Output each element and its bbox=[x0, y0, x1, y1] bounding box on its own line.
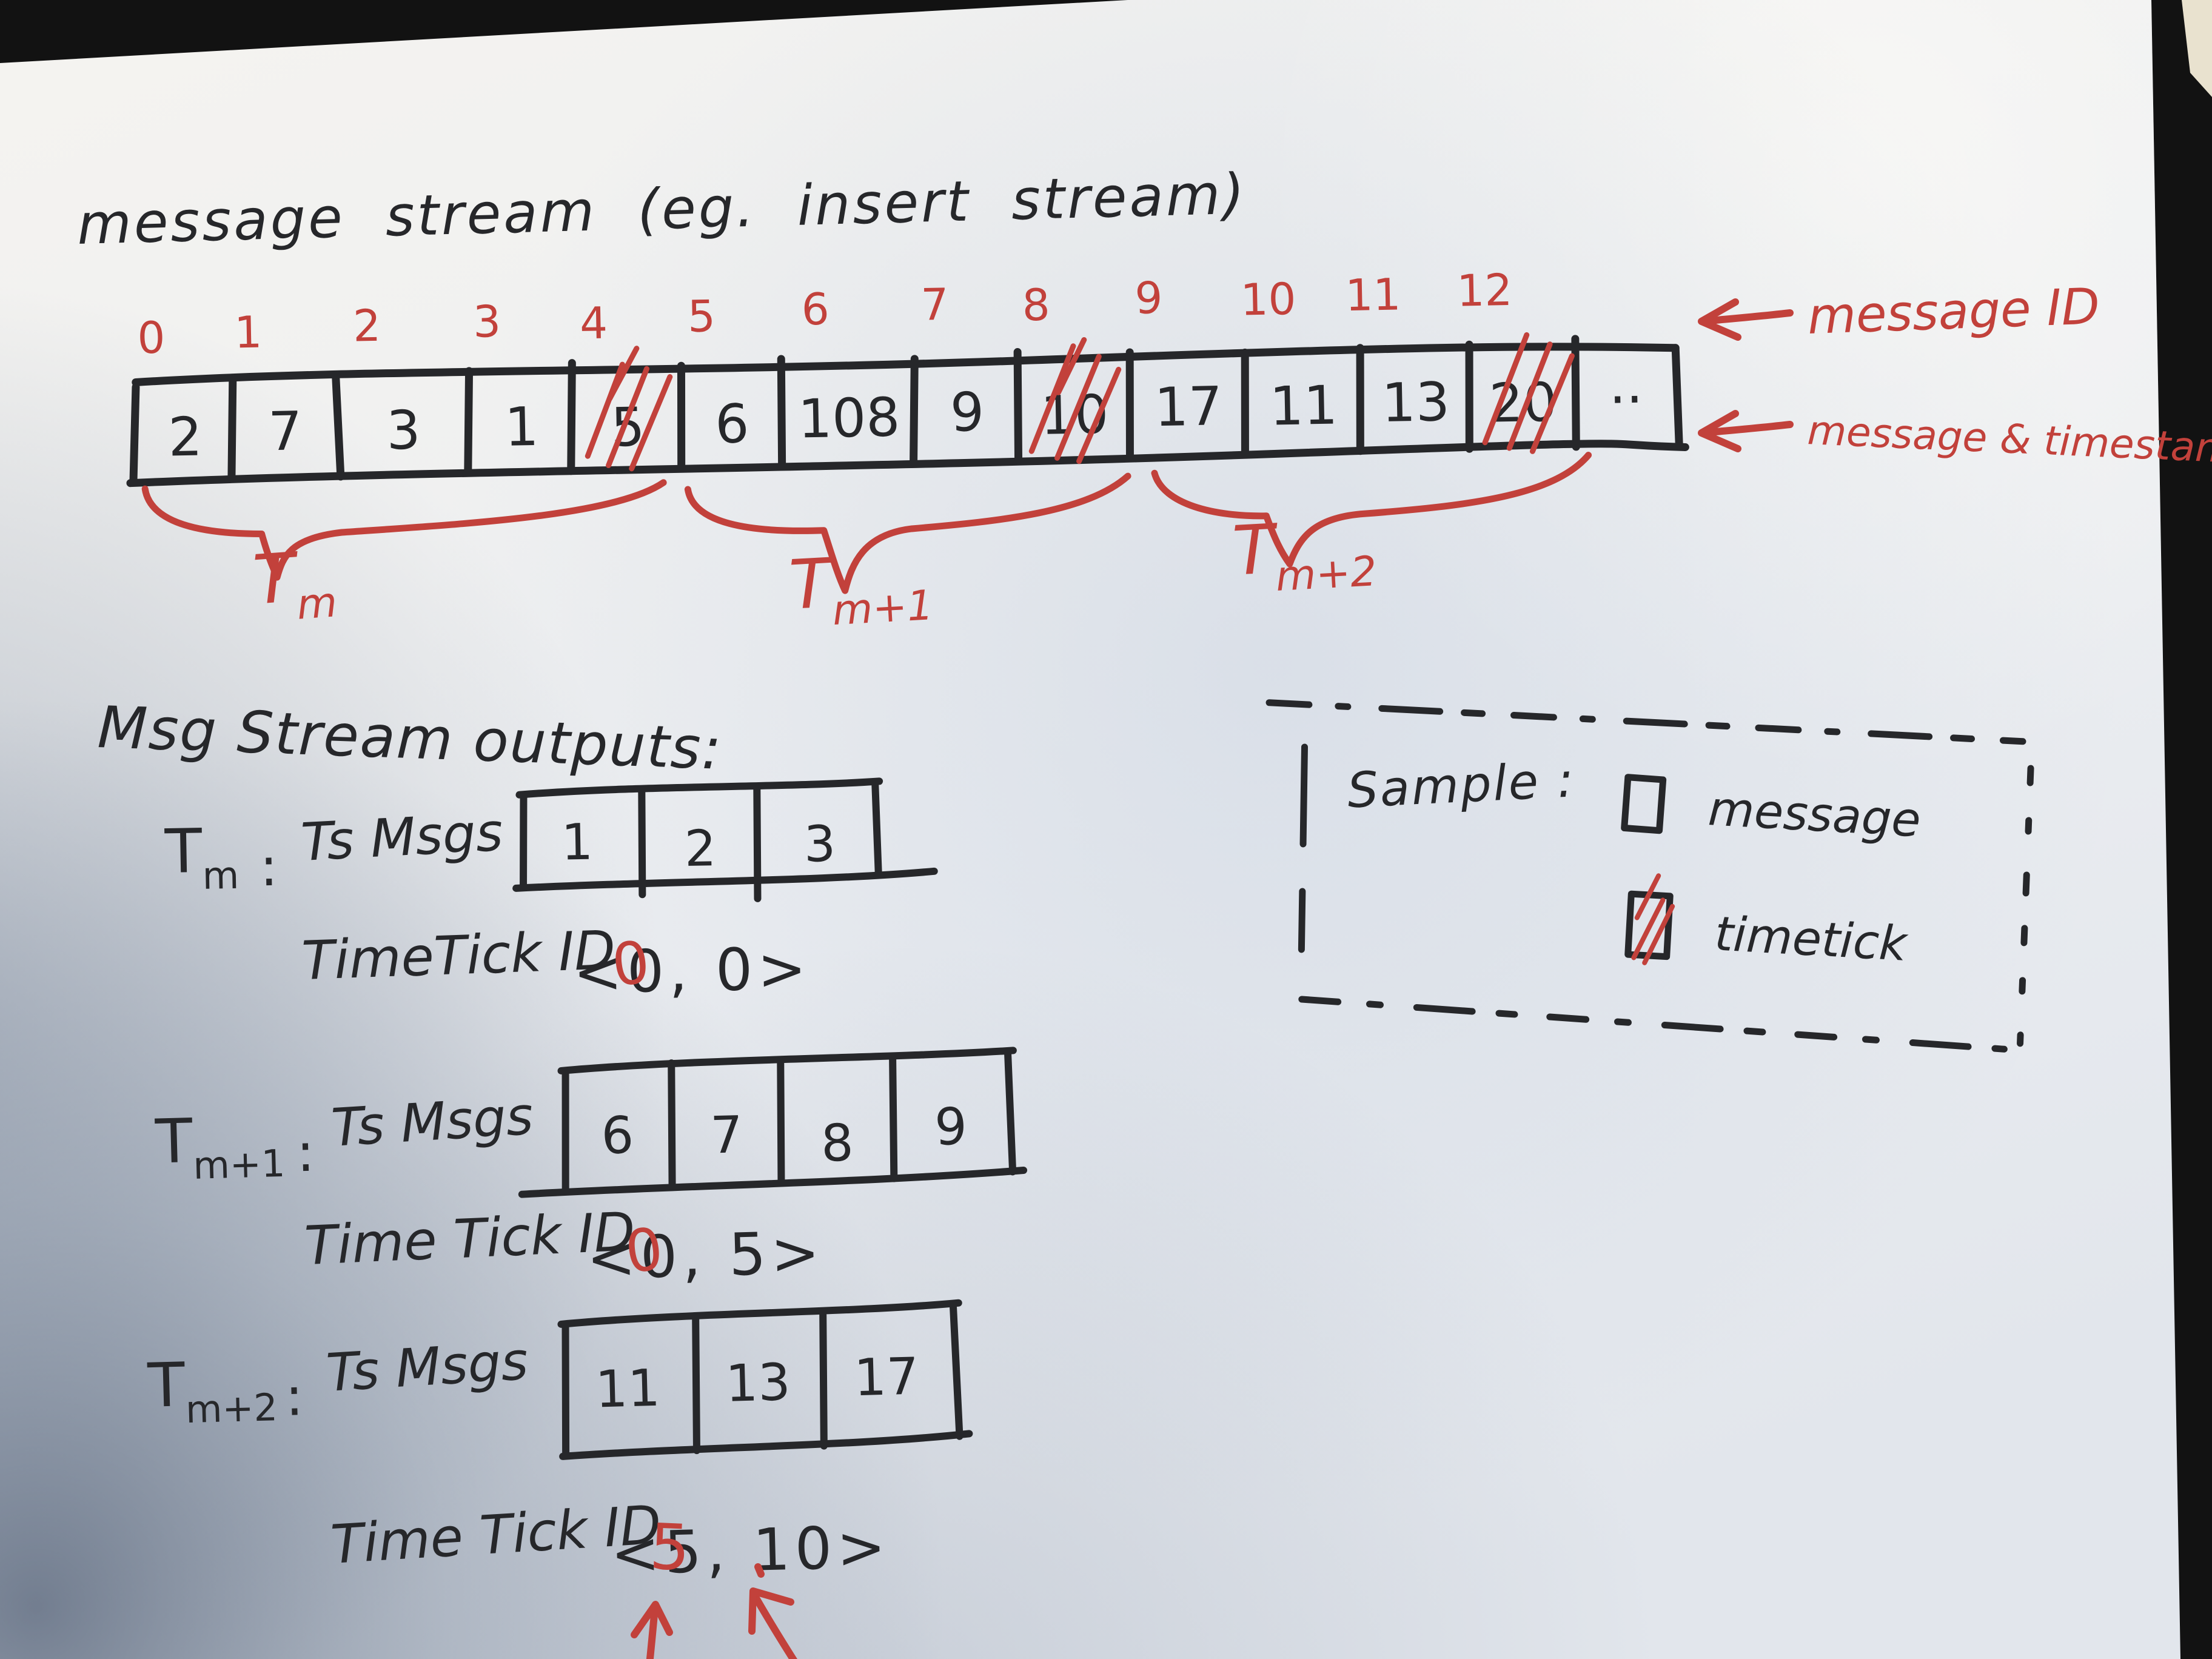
window-label-tm: Tm bbox=[250, 535, 338, 632]
window-braces bbox=[141, 452, 1592, 594]
output-cell: 8 bbox=[820, 1113, 854, 1173]
ts-msgs-label: Ts Msgs bbox=[300, 802, 504, 873]
output-box-tm bbox=[512, 777, 938, 902]
output-values-tm1: 6 7 8 9 bbox=[600, 1096, 968, 1173]
index-label: 6 bbox=[801, 284, 830, 335]
stream-cell: 108 bbox=[797, 386, 900, 450]
timetick-red-overlay: 5 bbox=[648, 1509, 691, 1585]
index-label: 7 bbox=[920, 279, 949, 330]
left-arrow-icon bbox=[1698, 298, 1794, 341]
timetick-hatch-cell-8 bbox=[1028, 337, 1122, 464]
stream-cell: 17 bbox=[1154, 375, 1223, 438]
timetick-label: Time Tick ID bbox=[303, 1200, 636, 1277]
row-label: Tm+1 bbox=[154, 1103, 286, 1189]
legend-box: Sample : message timetick bbox=[1265, 699, 2034, 1053]
stream-cell: 13 bbox=[1381, 370, 1450, 434]
index-label: 11 bbox=[1345, 269, 1401, 321]
index-label: 10 bbox=[1240, 273, 1296, 326]
output-values-tm: 1 2 3 bbox=[561, 814, 836, 878]
output-cell: 3 bbox=[803, 816, 836, 874]
legend-item-timetick: timetick bbox=[1714, 907, 1910, 972]
output-cell: 7 bbox=[709, 1105, 743, 1165]
index-label: 5 bbox=[687, 290, 716, 342]
timetick-value: <0, 0> bbox=[573, 934, 812, 1007]
stream-cell: 3 bbox=[386, 398, 421, 461]
output-cell: 13 bbox=[725, 1352, 791, 1413]
legend-item-message: message bbox=[1707, 782, 1922, 848]
output-box-tm2 bbox=[557, 1299, 973, 1460]
annotation-message-id: message ID bbox=[1806, 278, 2100, 346]
left-arrow-icon bbox=[1698, 410, 1794, 452]
brace-tm2 bbox=[1151, 452, 1592, 568]
row-label: Tm+2 bbox=[146, 1347, 278, 1433]
background-surface-sliver bbox=[2182, 0, 2212, 97]
output-cell: 17 bbox=[853, 1347, 919, 1408]
legend-dashed-border bbox=[1265, 699, 2034, 1053]
stream-cell: 1 bbox=[504, 395, 539, 458]
row-colon: : bbox=[296, 1121, 315, 1184]
index-label: 2 bbox=[352, 300, 381, 352]
ts-msgs-label: Ts Msgs bbox=[330, 1086, 535, 1159]
stream-cell: 11 bbox=[1269, 374, 1338, 437]
message-stream-table: 0 1 2 3 4 5 6 7 8 9 10 11 12 bbox=[126, 264, 1689, 637]
stream-cell-ellipsis: ·· bbox=[1609, 368, 1644, 431]
message-id-index-row: 0 1 2 3 4 5 6 7 8 9 10 11 12 bbox=[137, 264, 1513, 364]
index-label: 1 bbox=[234, 306, 263, 358]
index-label: 12 bbox=[1456, 264, 1513, 317]
stream-cell: 9 bbox=[950, 381, 985, 444]
timetick-value: <0, 5> bbox=[586, 1219, 825, 1293]
output-cell: 9 bbox=[934, 1096, 968, 1156]
row-colon: : bbox=[284, 1365, 304, 1428]
index-label: 3 bbox=[472, 296, 501, 347]
legend-title: Sample : bbox=[1346, 751, 1577, 819]
stream-cell: 6 bbox=[714, 392, 749, 455]
up-arrow-icon bbox=[631, 1601, 673, 1659]
timetick-red-overlay: 0 bbox=[608, 928, 653, 1000]
output-cell: 11 bbox=[595, 1358, 661, 1419]
timetick-red-overlay: 0 bbox=[622, 1215, 667, 1287]
row-colon: : bbox=[260, 836, 278, 899]
brace-tm1 bbox=[684, 472, 1131, 594]
stream-box-outline bbox=[126, 335, 1689, 488]
stream-cell: 2 bbox=[168, 405, 203, 468]
up-left-arrow-icon bbox=[748, 1563, 797, 1659]
index-label: 9 bbox=[1134, 272, 1163, 324]
hatched-square-icon bbox=[1624, 873, 1675, 965]
row-label: Tm bbox=[164, 815, 240, 899]
stream-cell: 7 bbox=[267, 400, 303, 463]
window-label-tm1: Tm+1 bbox=[788, 538, 935, 637]
tuple-pointers: message ID timestamp bbox=[631, 1563, 797, 1659]
index-label: 0 bbox=[137, 312, 166, 364]
window-label-tm2: Tm+2 bbox=[1231, 504, 1378, 603]
index-label: 8 bbox=[1022, 280, 1050, 331]
output-row-tm1: Tm+1 : Ts Msgs 6 7 8 9 Time Tick ID <0, … bbox=[154, 1047, 1028, 1293]
timetick-hatch-cell-12 bbox=[1482, 332, 1575, 454]
output-cell: 6 bbox=[600, 1105, 634, 1165]
index-label: 4 bbox=[579, 298, 608, 349]
square-icon bbox=[1621, 774, 1667, 834]
output-box-tm1 bbox=[518, 1047, 1028, 1198]
output-cell: 2 bbox=[684, 820, 717, 878]
brace-tm bbox=[141, 479, 667, 581]
timetick-label: TimeTick ID bbox=[301, 919, 617, 992]
output-values-tm2: 11 13 17 bbox=[595, 1347, 920, 1419]
timetick-hatch-cell-4 bbox=[585, 346, 673, 472]
timetick-value: <5, 10> bbox=[610, 1513, 891, 1588]
output-cell: 1 bbox=[561, 814, 594, 872]
output-row-tm: Tm : Ts Msgs 1 2 3 TimeTick ID <0, 0> 0 bbox=[164, 777, 938, 1007]
ts-msgs-label: Ts Msgs bbox=[324, 1331, 529, 1404]
